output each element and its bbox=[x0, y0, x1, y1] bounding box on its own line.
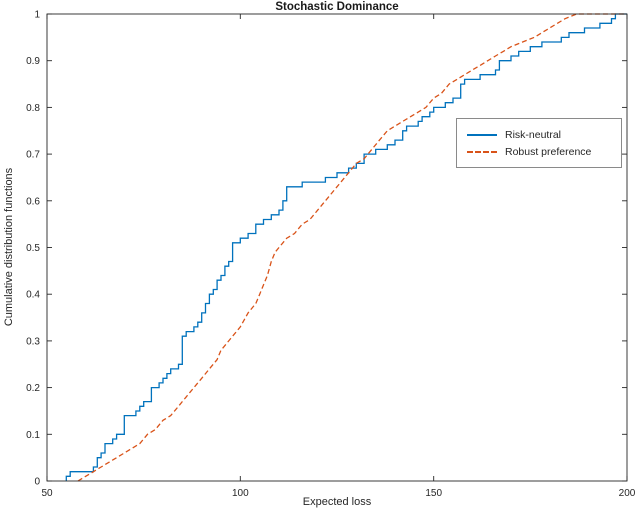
y-tick-label: 0.9 bbox=[26, 56, 40, 67]
plot-background bbox=[47, 14, 627, 481]
chart-title: Stochastic Dominance bbox=[275, 1, 399, 13]
y-tick-label: 0 bbox=[34, 477, 40, 488]
y-axis-label: Cumulative distribution functions bbox=[3, 167, 15, 327]
y-tick-label: 0.6 bbox=[26, 196, 40, 207]
y-tick-label: 0.2 bbox=[26, 383, 40, 394]
risk-neutral-line-sample bbox=[467, 133, 497, 136]
x-tick-label: 100 bbox=[232, 488, 249, 499]
y-tick-label: 0.3 bbox=[26, 336, 40, 347]
y-tick-label: 0.7 bbox=[26, 150, 40, 161]
x-tick-label: 150 bbox=[425, 488, 442, 499]
y-tick-label: 0.1 bbox=[26, 430, 40, 441]
x-tick-label: 200 bbox=[619, 488, 636, 499]
y-tick-label: 1 bbox=[34, 10, 40, 21]
x-axis-label: Expected loss bbox=[302, 496, 372, 508]
series-line-robust-preference bbox=[77, 13, 627, 482]
y-tick-label: 0.4 bbox=[26, 290, 40, 301]
legend-item-risk-neutral: Risk-neutral bbox=[467, 126, 615, 143]
legend-item-robust-preference: Robust preference bbox=[467, 143, 615, 160]
y-tick-label: 0.8 bbox=[26, 103, 40, 114]
series-line-risk-neutral bbox=[65, 13, 627, 481]
legend-label-risk-neutral: Risk-neutral bbox=[505, 128, 562, 141]
legend-label-robust-preference: Robust preference bbox=[505, 145, 592, 158]
x-tick-label: 50 bbox=[41, 488, 53, 499]
robust-preference-line-sample bbox=[467, 150, 497, 153]
y-tick-label: 0.5 bbox=[26, 243, 40, 254]
legend: Risk-neutral Robust preference bbox=[456, 118, 622, 168]
